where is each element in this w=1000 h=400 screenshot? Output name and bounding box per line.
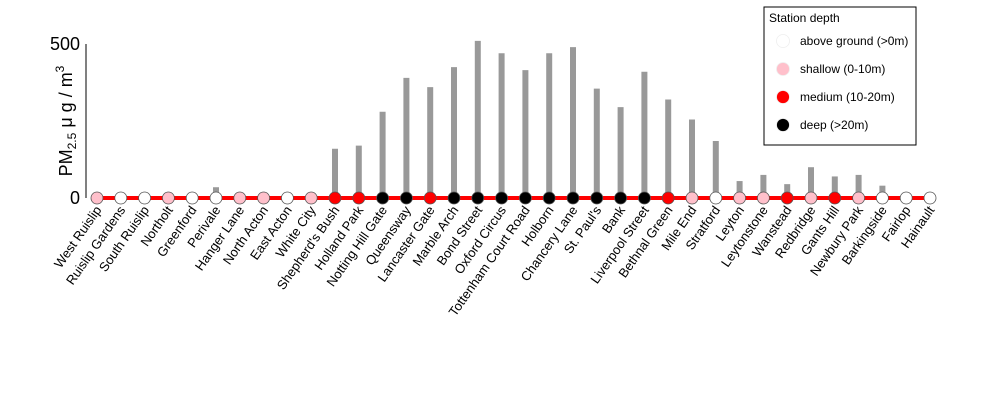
station-marker-14 [423, 191, 437, 205]
y-tick-label-500: 500 [50, 34, 80, 54]
station-marker-33 [876, 191, 889, 205]
station-marker-10 [328, 191, 342, 205]
station-marker-32 [852, 191, 865, 205]
legend-marker-0 [776, 34, 790, 48]
station-marker-35 [923, 191, 937, 205]
station-marker-18 [519, 191, 532, 205]
station-marker-11 [352, 191, 366, 205]
legend-marker-2 [776, 90, 790, 104]
legend: Station depth above ground (>0m) shallow … [763, 6, 917, 146]
station-marker-2 [138, 191, 152, 205]
y-axis-label-unit: μ g / m [56, 72, 76, 132]
legend-label-2: medium (10-20m) [800, 90, 895, 104]
y-axis-label-sup: 3 [53, 65, 67, 72]
y-axis-label-sub: 2.5 [65, 132, 79, 149]
station-marker-16 [471, 191, 485, 205]
legend-label-3: deep (>20m) [800, 118, 868, 132]
station-marker-5 [209, 191, 223, 205]
station-marker-24 [661, 191, 675, 205]
station-marker-13 [399, 191, 413, 205]
station-marker-27 [733, 191, 746, 205]
y-axis-label: PM2.5 μ g / m3 [53, 65, 79, 176]
station-marker-0 [90, 191, 104, 205]
station-marker-1 [114, 191, 128, 205]
station-marker-29 [780, 191, 794, 205]
station-marker-26 [709, 191, 723, 205]
station-marker-20 [566, 191, 580, 205]
legend-box [763, 6, 917, 146]
station-marker-25 [685, 191, 699, 205]
legend-title: Station depth [769, 11, 840, 25]
legend-entries: above ground (>0m) shallow (0-10m) medium … [776, 34, 908, 132]
station-marker-3 [161, 191, 175, 205]
legend-label-0: above ground (>0m) [800, 34, 908, 48]
legend-label-1: shallow (0-10m) [800, 62, 885, 76]
station-marker-31 [828, 191, 842, 205]
y-tick-label-0: 0 [70, 188, 80, 208]
station-marker-30 [804, 191, 818, 205]
station-marker-19 [542, 191, 556, 205]
station-marker-21 [590, 191, 604, 205]
legend-marker-1 [776, 62, 790, 76]
station-marker-28 [757, 191, 770, 205]
legend-marker-3 [776, 118, 790, 132]
station-marker-4 [185, 191, 199, 205]
station-marker-17 [495, 191, 509, 205]
station-marker-34 [899, 191, 913, 205]
station-marker-23 [638, 191, 651, 205]
bars [117, 40, 886, 198]
y-axis-label-main: PM [56, 149, 76, 176]
y-axis: 0 500 PM2.5 μ g / m3 [50, 34, 87, 208]
station-markers [90, 191, 937, 205]
station-marker-7 [257, 191, 271, 205]
station-marker-9 [304, 191, 318, 205]
station-marker-15 [447, 191, 461, 205]
station-marker-12 [376, 191, 390, 205]
station-marker-22 [614, 191, 627, 205]
station-marker-6 [233, 191, 247, 205]
station-marker-8 [280, 191, 294, 205]
